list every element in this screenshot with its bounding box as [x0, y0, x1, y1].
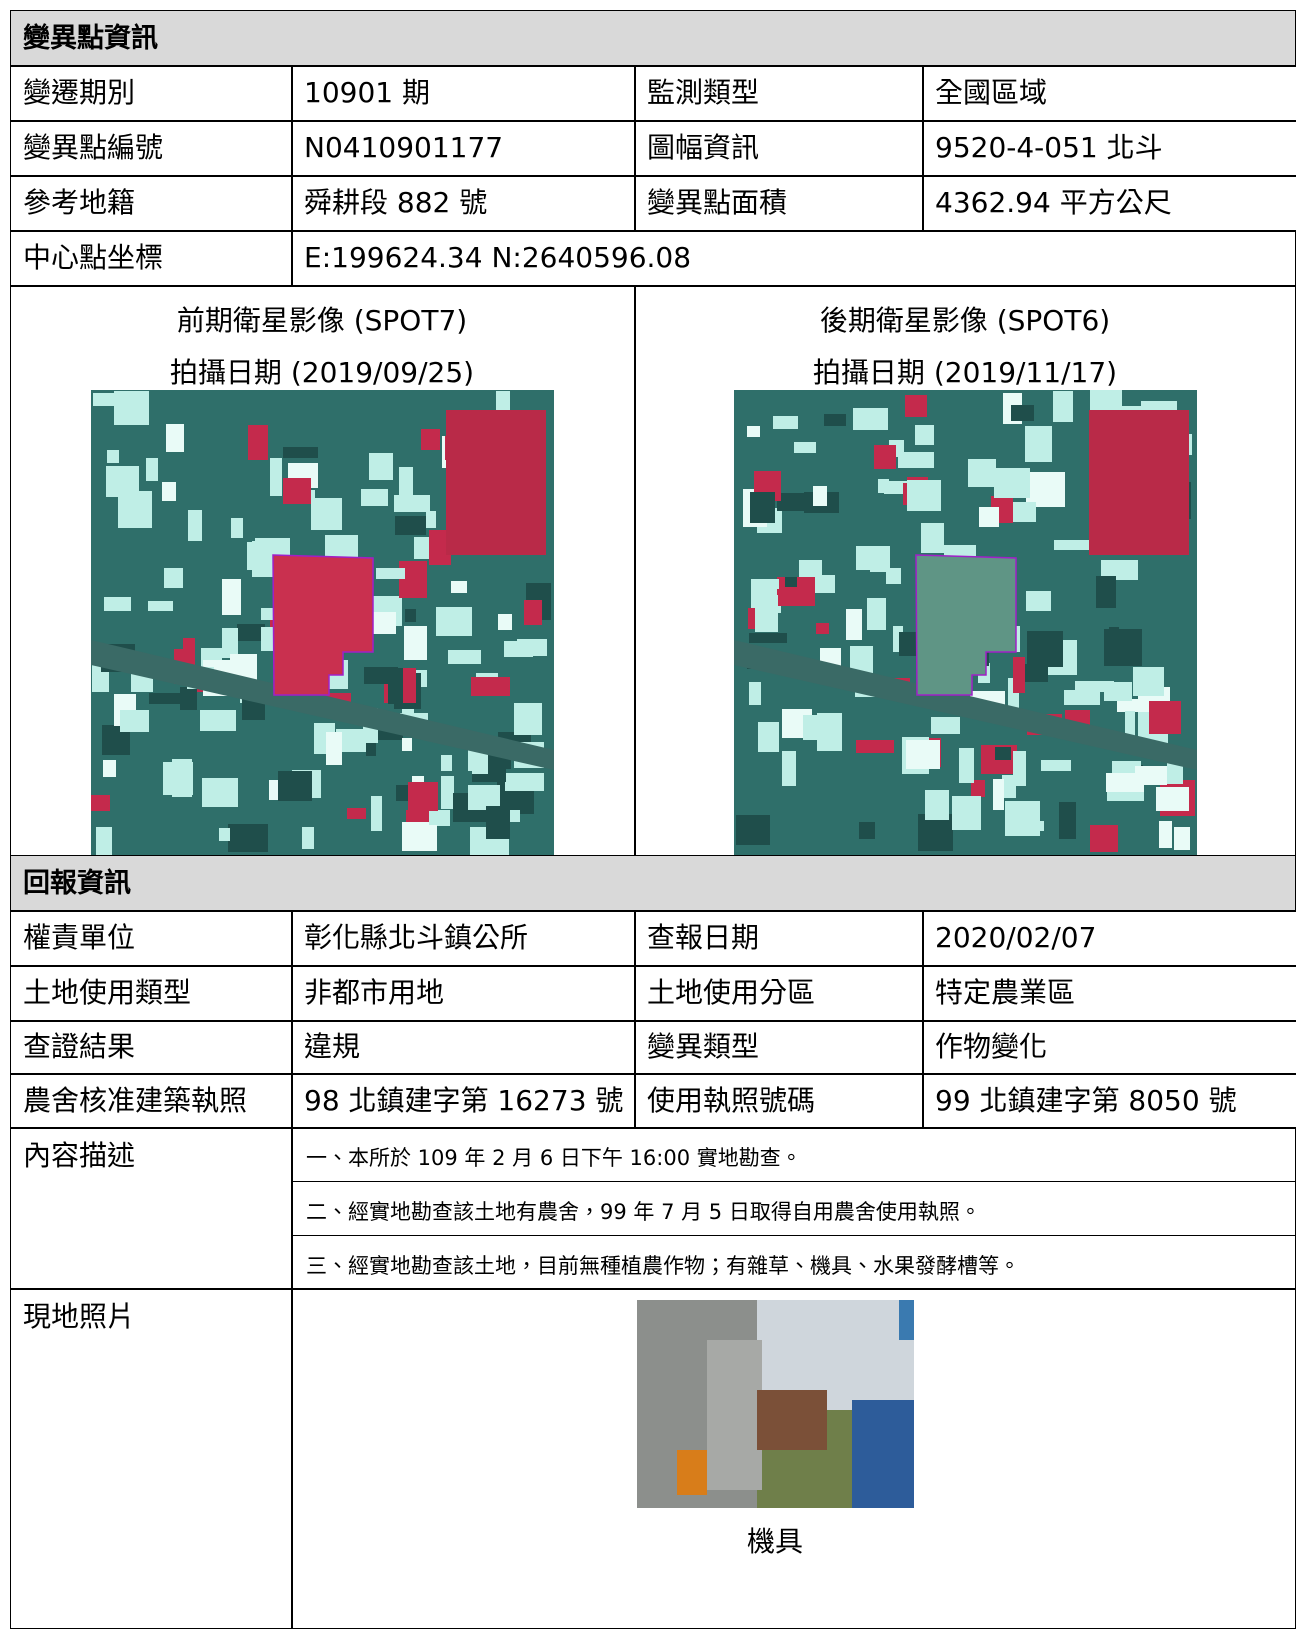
field-label: 農舍核准建築執照: [10, 1073, 293, 1129]
line-separator: [291, 1181, 1296, 1182]
photo-caption: 機具: [746, 1525, 804, 1558]
field-label: 使用執照號碼: [634, 1073, 924, 1129]
field-label: 變異點面積: [634, 175, 924, 232]
field-label: 圖幅資訊: [634, 120, 924, 177]
field-value: 10901 期: [291, 65, 636, 122]
image-caption: 後期衛星影像 (SPOT6): [819, 304, 1111, 337]
field-value: 非都市用地: [291, 965, 636, 1022]
field-label: 內容描述: [10, 1127, 293, 1290]
field-value: 98 北鎮建字第 16273 號: [291, 1073, 636, 1129]
field-label: 查證結果: [10, 1020, 293, 1075]
description-line: 一、本所於 109 年 2 月 6 日下午 16:00 實地勘查。: [306, 1146, 802, 1170]
field-label: 監測類型: [634, 65, 924, 122]
section-header: 回報資訊: [10, 855, 1296, 912]
image-date: 拍攝日期 (2019/11/17): [812, 356, 1118, 389]
field-value: E:199624.34 N:2640596.08: [291, 230, 1296, 287]
field-value: 違規: [291, 1020, 636, 1075]
field-label: 中心點坐標: [10, 230, 293, 287]
field-label: 土地使用分區: [634, 965, 924, 1022]
field-label: 權責單位: [10, 910, 293, 967]
field-label: 變異點編號: [10, 120, 293, 177]
description-line: 三、經實地勘查該土地，目前無種植農作物；有雜草、機具、水果發酵槽等。: [306, 1254, 1020, 1278]
field-value: 2020/02/07: [922, 910, 1296, 967]
field-label: 參考地籍: [10, 175, 293, 232]
field-value: N0410901177: [291, 120, 636, 177]
satellite-image: [91, 390, 554, 855]
site-photo: [637, 1300, 914, 1508]
field-value: 4362.94 平方公尺: [922, 175, 1296, 232]
section-header: 變異點資訊: [10, 10, 1296, 67]
description-line: 二、經實地勘查該土地有農舍，99 年 7 月 5 日取得自用農舍使用執照。: [306, 1200, 981, 1224]
field-value: 99 北鎮建字第 8050 號: [922, 1073, 1296, 1129]
field-label: 變遷期別: [10, 65, 293, 122]
image-caption: 前期衛星影像 (SPOT7): [176, 304, 468, 337]
field-label: 現地照片: [10, 1288, 293, 1629]
field-value: 9520-4-051 北斗: [922, 120, 1296, 177]
image-date: 拍攝日期 (2019/09/25): [169, 356, 475, 389]
field-value: 特定農業區: [922, 965, 1296, 1022]
field-label: 變異類型: [634, 1020, 924, 1075]
field-label: 查報日期: [634, 910, 924, 967]
field-value: 彰化縣北斗鎮公所: [291, 910, 636, 967]
line-separator: [291, 1235, 1296, 1236]
field-value: 作物變化: [922, 1020, 1296, 1075]
satellite-image: [734, 390, 1197, 855]
field-value: 舜耕段 882 號: [291, 175, 636, 232]
field-label: 土地使用類型: [10, 965, 293, 1022]
field-value: 全國區域: [922, 65, 1296, 122]
